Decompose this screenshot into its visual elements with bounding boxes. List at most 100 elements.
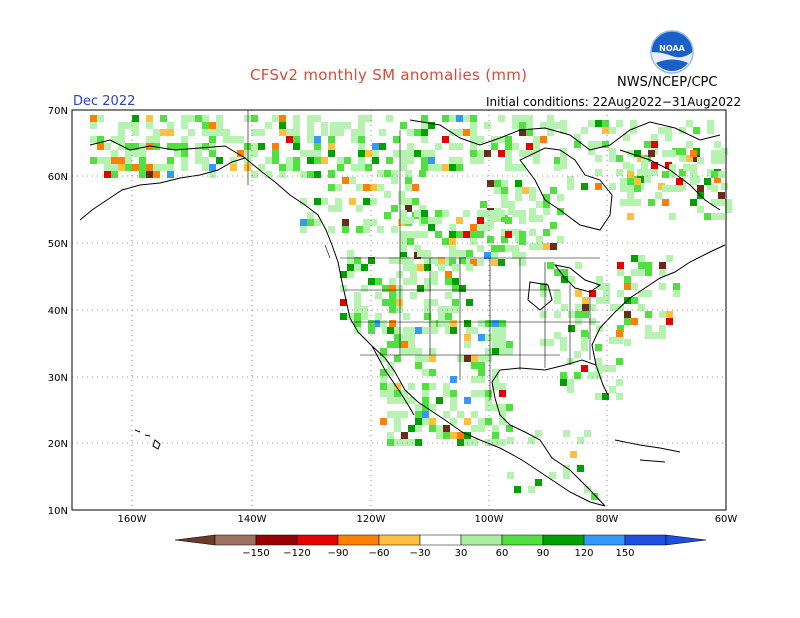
- anomaly-cell: [438, 320, 445, 327]
- anomaly-cell: [631, 297, 638, 304]
- anomaly-cell: [463, 115, 470, 122]
- anomaly-cell: [347, 313, 354, 320]
- anomaly-cell: [655, 192, 662, 199]
- anomaly-cell: [463, 259, 470, 266]
- anomaly-cell: [487, 180, 494, 187]
- anomaly-cell: [603, 283, 610, 290]
- anomaly-cell: [160, 129, 167, 136]
- anomaly-cell: [519, 129, 526, 136]
- anomaly-cell: [471, 355, 478, 362]
- anomaly-cell: [560, 344, 567, 351]
- anomaly-cell: [424, 313, 431, 320]
- anomaly-cell: [499, 390, 506, 397]
- anomaly-cell: [415, 411, 422, 418]
- anomaly-cell: [422, 383, 429, 390]
- anomaly-cell: [251, 150, 258, 157]
- anomaly-cell: [478, 334, 485, 341]
- anomaly-cell: [595, 358, 602, 365]
- anomaly-cell: [492, 348, 499, 355]
- anomaly-cell: [132, 150, 139, 157]
- anomaly-cell: [435, 143, 442, 150]
- anomaly-cell: [361, 264, 368, 271]
- anomaly-cell: [630, 120, 637, 127]
- anomaly-cell: [450, 432, 457, 439]
- map-title: CFSv2 monthly SM anomalies (mm): [250, 66, 528, 84]
- anomaly-cell: [557, 194, 564, 201]
- anomaly-cell: [659, 269, 666, 276]
- anomaly-cell: [512, 252, 519, 259]
- anomaly-cell: [634, 199, 641, 206]
- anomaly-cell: [407, 231, 414, 238]
- anomaly-cell: [690, 150, 697, 157]
- anomaly-cell: [595, 141, 602, 148]
- anomaly-cell: [616, 393, 623, 400]
- anomaly-cell: [90, 136, 97, 143]
- anomaly-cell: [456, 157, 463, 164]
- anomaly-cell: [375, 292, 382, 299]
- graticule: [72, 110, 726, 510]
- anomaly-cell: [492, 383, 499, 390]
- anomaly-cell: [372, 157, 379, 164]
- anomaly-cell: [602, 120, 609, 127]
- anomaly-cell: [307, 157, 314, 164]
- anomaly-cell: [417, 264, 424, 271]
- anomaly-cell: [582, 297, 589, 304]
- anomaly-cell: [690, 178, 697, 185]
- anomaly-cell: [484, 252, 491, 259]
- anomaly-cell: [485, 334, 492, 341]
- anomaly-cell: [658, 183, 665, 190]
- anomaly-cell: [507, 472, 514, 479]
- anomaly-cell: [202, 115, 209, 122]
- anomaly-cell: [400, 217, 407, 224]
- anomaly-cell: [718, 157, 725, 164]
- anomaly-cell: [459, 257, 466, 264]
- colorbar-label: −60: [368, 548, 389, 559]
- anomaly-cell: [478, 369, 485, 376]
- anomaly-cell: [380, 390, 387, 397]
- anomaly-cell: [424, 285, 431, 292]
- anomaly-cell: [506, 425, 513, 432]
- anomaly-cell: [356, 184, 363, 191]
- anomaly-cell: [167, 129, 174, 136]
- anomaly-cell: [438, 313, 445, 320]
- colorbar-swatch: [378, 534, 421, 546]
- anomaly-cell: [153, 171, 160, 178]
- colorbar-swatch: [255, 534, 298, 546]
- anomaly-cell: [450, 376, 457, 383]
- anomaly-cell: [480, 201, 487, 208]
- anomaly-cell: [414, 231, 421, 238]
- anomaly-cell: [314, 219, 321, 226]
- anomaly-cell: [554, 311, 561, 318]
- anomaly-cell: [422, 418, 429, 425]
- anomaly-cell: [394, 411, 401, 418]
- anomaly-cell: [543, 201, 550, 208]
- anomaly-cell: [595, 372, 602, 379]
- anomaly-cell: [401, 334, 408, 341]
- anomaly-cell: [470, 136, 477, 143]
- anomaly-cell: [588, 372, 595, 379]
- anomaly-cell: [375, 278, 382, 285]
- anomaly-cell: [429, 320, 436, 327]
- anomaly-cell: [153, 143, 160, 150]
- anomaly-cell: [634, 185, 641, 192]
- anomaly-cell: [347, 271, 354, 278]
- anomaly-cell: [477, 150, 484, 157]
- anomaly-cell: [293, 164, 300, 171]
- anomaly-cell: [363, 198, 370, 205]
- anomaly-cell: [300, 171, 307, 178]
- anomaly-cell: [529, 208, 536, 215]
- anomaly-cell: [365, 115, 372, 122]
- anomaly-cell: [464, 341, 471, 348]
- anomaly-cell: [609, 183, 616, 190]
- anomaly-cell: [391, 226, 398, 233]
- anomaly-cell: [139, 164, 146, 171]
- anomaly-cell: [223, 129, 230, 136]
- anomaly-cell: [389, 306, 396, 313]
- anomaly-cell: [321, 157, 328, 164]
- anomaly-cell: [419, 170, 426, 177]
- anomaly-cell: [519, 122, 526, 129]
- anomaly-cell: [550, 222, 557, 229]
- anomaly-cell: [442, 136, 449, 143]
- anomaly-cell: [560, 372, 567, 379]
- anomaly-cell: [181, 115, 188, 122]
